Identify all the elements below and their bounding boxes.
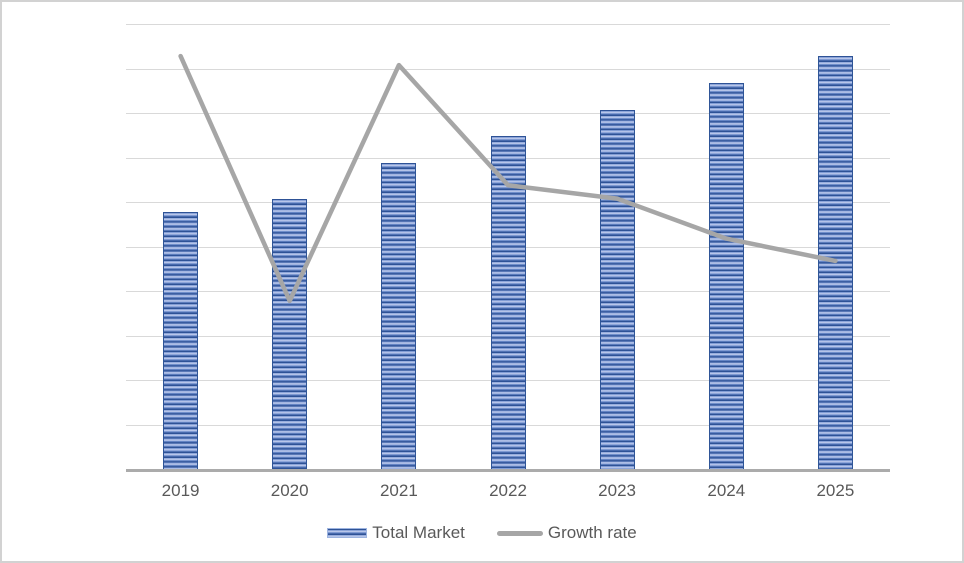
bar-2019[interactable] xyxy=(163,211,199,470)
plot-area xyxy=(126,24,890,472)
gridline xyxy=(126,24,890,25)
chart-legend: Total Market Growth rate xyxy=(2,520,962,546)
x-axis-label-2019: 2019 xyxy=(161,481,200,500)
x-axis-labels: 2019 2020 2021 2022 2023 2024 2025 xyxy=(126,481,890,503)
bar-2021[interactable] xyxy=(381,163,417,470)
growth-rate-swatch-icon xyxy=(496,530,543,536)
x-axis-line xyxy=(126,469,890,472)
x-axis-label-2022: 2022 xyxy=(489,481,527,500)
x-axis-label-2024: 2024 xyxy=(707,481,746,500)
x-axis-label-2020: 2020 xyxy=(270,481,309,500)
x-axis-label-2025: 2025 xyxy=(816,481,855,500)
x-axis-label-2021: 2021 xyxy=(379,481,418,500)
legend-item-total-market[interactable]: Total Market xyxy=(327,523,465,543)
legend-item-growth-rate[interactable]: Growth rate xyxy=(496,523,637,543)
bar-2020[interactable] xyxy=(272,198,308,470)
growth-rate-line-layer xyxy=(178,53,838,304)
gridline xyxy=(126,113,890,114)
bar-2024[interactable] xyxy=(708,82,744,470)
bar-2023[interactable] xyxy=(599,109,635,470)
total-market-swatch-icon xyxy=(327,528,368,538)
gridline xyxy=(126,68,890,70)
legend-label-total-market: Total Market xyxy=(372,523,465,542)
bar-2022[interactable] xyxy=(490,136,526,470)
growth-rate-line[interactable] xyxy=(178,53,838,304)
x-axis-label-2023: 2023 xyxy=(598,481,636,500)
legend-label-growth-rate: Growth rate xyxy=(547,523,637,542)
